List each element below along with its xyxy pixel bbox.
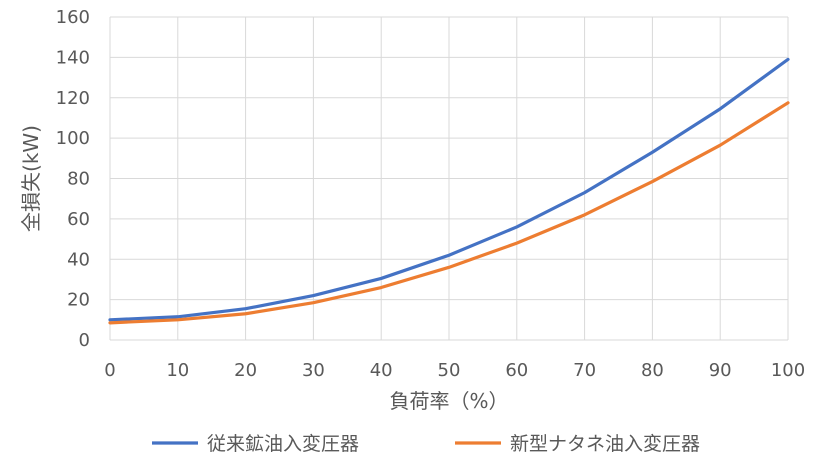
series-line-1 [108, 57, 790, 322]
y-tick-label: 0 [79, 330, 90, 351]
y-tick-label: 120 [56, 88, 90, 109]
y-tick-label: 40 [67, 249, 90, 270]
x-tick-label: 100 [771, 360, 805, 381]
y-tick-label: 160 [56, 7, 90, 28]
x-tick-label: 70 [573, 360, 596, 381]
x-tick-label: 60 [505, 360, 528, 381]
legend-label-1: 従来鉱油入変圧器 [207, 433, 359, 455]
x-tick-label: 40 [370, 360, 393, 381]
y-tick-label: 80 [67, 169, 90, 190]
x-axis-title: 負荷率（%） [389, 389, 508, 413]
x-tick-label: 30 [302, 360, 325, 381]
y-tick-label: 60 [67, 209, 90, 230]
gridlines [109, 16, 789, 341]
x-tick-label: 80 [641, 360, 664, 381]
x-tick-label: 50 [438, 360, 461, 381]
tick-labels: 0 20 40 60 80 100 120 140 160 0 10 20 30 40 50 60 70 80 90… [56, 7, 806, 381]
x-tick-label: 10 [166, 360, 189, 381]
legend: 従来鉱油入変圧器 新型ナタネ油入変圧器 [152, 433, 700, 455]
y-tick-label: 20 [67, 290, 90, 311]
series-line-2 [108, 101, 790, 325]
x-tick-label: 90 [709, 360, 732, 381]
x-tick-label: 20 [234, 360, 257, 381]
y-tick-label: 140 [56, 47, 90, 68]
y-tick-label: 100 [56, 128, 90, 149]
series-lines [108, 57, 790, 325]
legend-label-2: 新型ナタネ油入変圧器 [510, 433, 700, 455]
x-tick-label: 0 [104, 360, 115, 381]
y-axis-title: 全損失(kW) [19, 125, 43, 232]
